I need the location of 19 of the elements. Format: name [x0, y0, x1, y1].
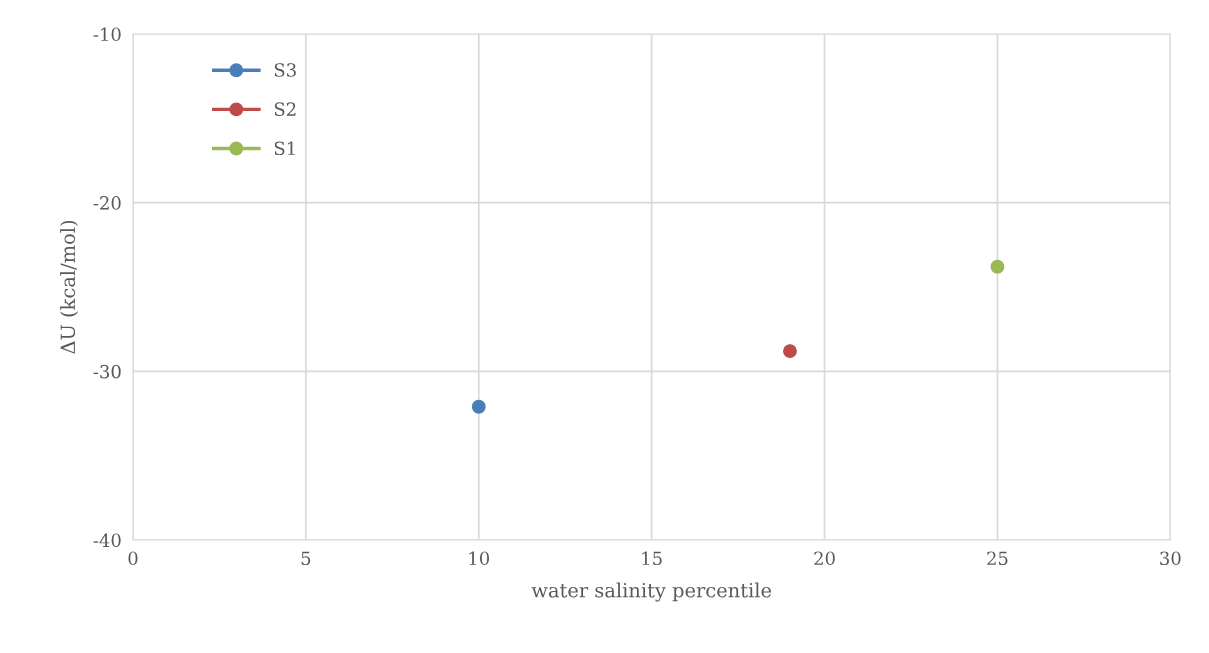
y-tick-label: -30 [93, 364, 121, 379]
point [783, 344, 797, 359]
x-tick-label: 5 [301, 551, 311, 566]
y-axis-title: ΔU (kcal/mol) [60, 220, 78, 354]
legend-label: S1 [274, 141, 295, 156]
y-tick-label: -40 [93, 533, 121, 548]
x-axis-title: water salinity percentile [531, 582, 772, 602]
x-tick-label: 10 [469, 551, 490, 566]
x-tick-label: 15 [642, 551, 662, 566]
legend-label: S3 [274, 63, 296, 77]
y-tick-label: -20 [93, 196, 121, 210]
point [471, 399, 486, 414]
x-tick-label: 25 [987, 551, 1008, 566]
point [990, 259, 1005, 274]
legend-label: S2 [274, 102, 296, 116]
x-tick-label: 30 [1160, 551, 1181, 566]
x-tick-label: 20 [814, 551, 835, 566]
x-tick-label: 0 [128, 551, 138, 566]
y-tick-label: -10 [93, 27, 121, 42]
